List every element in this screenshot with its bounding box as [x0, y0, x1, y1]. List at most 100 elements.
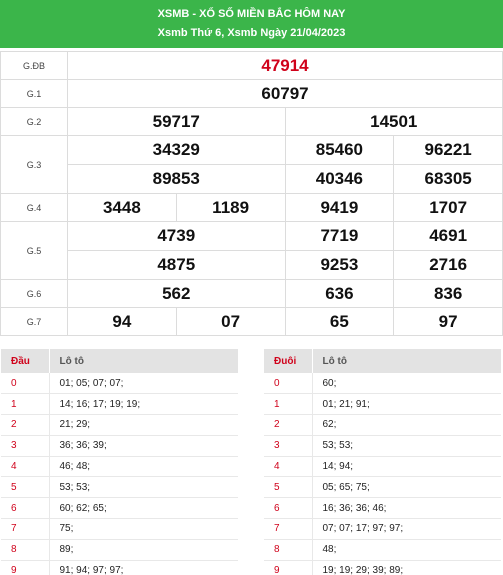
prize-number: 1189 [175, 193, 286, 222]
prize-row-g2: G.2 59717 14501 [0, 107, 503, 136]
prize-number: 636 [284, 279, 395, 308]
prize-row-g3b: 89853 40346 68305 [1, 164, 503, 194]
loto-values: 75; [49, 518, 238, 540]
table-row: 8 89; [1, 539, 238, 561]
loto-key: 9 [1, 560, 50, 575]
loto-values: 91; 94; 97; 97; [49, 560, 238, 575]
loto-key: 8 [1, 539, 50, 561]
table-row: 7 75; [1, 518, 238, 540]
prize-number: 4875 [67, 250, 286, 280]
prize-row-g4: G.4 3448 1189 9419 1707 [0, 193, 503, 222]
loto-values: 48; [312, 539, 501, 561]
prize-number: 40346 [284, 164, 395, 194]
loto-key: 5 [1, 476, 50, 499]
prize-number: 9419 [284, 193, 395, 222]
table-row: 1 14; 16; 17; 19; 19; [1, 393, 238, 416]
loto-key: 6 [264, 497, 313, 520]
header-subtitle: Xsmb Thứ 6, Xsmb Ngày 21/04/2023 [157, 27, 346, 39]
table-row: 7 07; 07; 17; 97; 97; [264, 518, 501, 540]
loto-col-label: Lô tô [48, 349, 238, 373]
prize-row-g3: G.3 34329 85460 96221 [0, 135, 503, 194]
prize-number: 97 [393, 307, 503, 336]
table-row: 4 14; 94; [264, 456, 501, 478]
prize-label: G.2 [0, 107, 68, 136]
loto-key: 7 [264, 518, 313, 540]
header-title: XSMB - XỔ SỐ MIỀN BẮC HÔM NAY [157, 8, 346, 20]
loto-key: 2 [264, 414, 313, 436]
table-row: 9 91; 94; 97; 97; [1, 560, 238, 575]
prize-number: 85460 [284, 135, 395, 165]
loto-values: 01; 21; 91; [312, 393, 501, 416]
prize-row-g1: G.1 60797 [0, 79, 503, 108]
prize-number: 89853 [67, 164, 286, 194]
loto-values: 01; 05; 07; 07; [49, 373, 238, 395]
table-row: 4 46; 48; [1, 456, 238, 478]
loto-key: 2 [1, 414, 50, 436]
prize-label: G.4 [0, 193, 68, 222]
loto-key: 0 [1, 373, 50, 395]
prize-number: 4691 [393, 221, 503, 251]
special-prize-number: 47914 [67, 51, 503, 80]
prize-label: G.1 [0, 79, 68, 108]
results-header: XSMB - XỔ SỐ MIỀN BẮC HÔM NAY Xsmb Thứ 6… [0, 0, 503, 48]
prize-row-g6: G.6 562 636 836 [0, 279, 503, 308]
loto-head-table: Đầu Lô tô 0 01; 05; 07; 07; 1 14; 16; 17; … [1, 349, 238, 575]
loto-key: 3 [264, 435, 313, 457]
prize-number: 68305 [393, 164, 503, 194]
loto-values: 05; 65; 75; [312, 476, 501, 499]
table-row: 0 01; 05; 07; 07; [1, 373, 238, 395]
loto-values: 14; 16; 17; 19; 19; [49, 393, 238, 416]
loto-values: 16; 36; 36; 46; [312, 497, 501, 520]
prize-number: 7719 [284, 221, 395, 251]
loto-values: 46; 48; [49, 456, 238, 478]
loto-key: 3 [1, 435, 50, 457]
loto-values: 60; [312, 373, 501, 395]
loto-col-label: Lô tô [311, 349, 501, 373]
prize-number: 59717 [67, 107, 286, 136]
loto-tail-table: Đuôi Lô tô 0 60; 1 01; 21; 91; 2 62; 3 53; 5… [264, 349, 501, 575]
loto-key: 6 [1, 497, 50, 520]
table-row: 6 16; 36; 36; 46; [264, 497, 501, 520]
prize-number: 14501 [284, 107, 503, 136]
loto-key: 1 [1, 393, 50, 416]
loto-tail-label: Đuôi [264, 349, 312, 373]
loto-values: 53; 53; [49, 476, 238, 499]
prize-label: G.5 [0, 221, 68, 280]
loto-key: 1 [264, 393, 313, 416]
prize-label: G.ĐB [0, 51, 68, 80]
loto-header-row: Đuôi Lô tô [264, 349, 501, 373]
loto-key: 5 [264, 476, 313, 499]
prize-label: G.3 [0, 135, 68, 194]
loto-header-row: Đầu Lô tô [1, 349, 238, 373]
table-row: 1 01; 21; 91; [264, 393, 501, 416]
prize-label: G.6 [0, 279, 68, 308]
table-row: 5 53; 53; [1, 476, 238, 499]
loto-values: 19; 19; 29; 39; 89; [312, 560, 501, 575]
prize-number: 1707 [393, 193, 503, 222]
prize-number: 562 [67, 279, 286, 308]
prize-number: 96221 [393, 135, 503, 165]
table-row: 8 48; [264, 539, 501, 561]
table-row: 5 05; 65; 75; [264, 476, 501, 499]
table-row: 3 36; 36; 39; [1, 435, 238, 457]
loto-key: 9 [264, 560, 313, 575]
table-row: 2 62; [264, 414, 501, 436]
table-row: 6 60; 62; 65; [1, 497, 238, 520]
loto-values: 53; 53; [312, 435, 501, 457]
loto-values: 14; 94; [312, 456, 501, 478]
prize-number: 34329 [67, 135, 286, 165]
prize-number: 4739 [67, 221, 286, 251]
loto-values: 07; 07; 17; 97; 97; [312, 518, 501, 540]
prize-number: 60797 [67, 79, 503, 108]
loto-values: 60; 62; 65; [49, 497, 238, 520]
prize-row-g7: G.7 94 07 65 97 [0, 307, 503, 336]
prize-number: 2716 [393, 250, 503, 280]
loto-values: 62; [312, 414, 501, 436]
loto-key: 4 [1, 456, 50, 478]
prize-number: 94 [67, 307, 177, 336]
loto-key: 0 [264, 373, 313, 395]
loto-key: 4 [264, 456, 313, 478]
prize-row-g5b: 4875 9253 2716 [1, 250, 503, 280]
prize-number: 9253 [284, 250, 395, 280]
table-row: 0 60; [264, 373, 501, 395]
